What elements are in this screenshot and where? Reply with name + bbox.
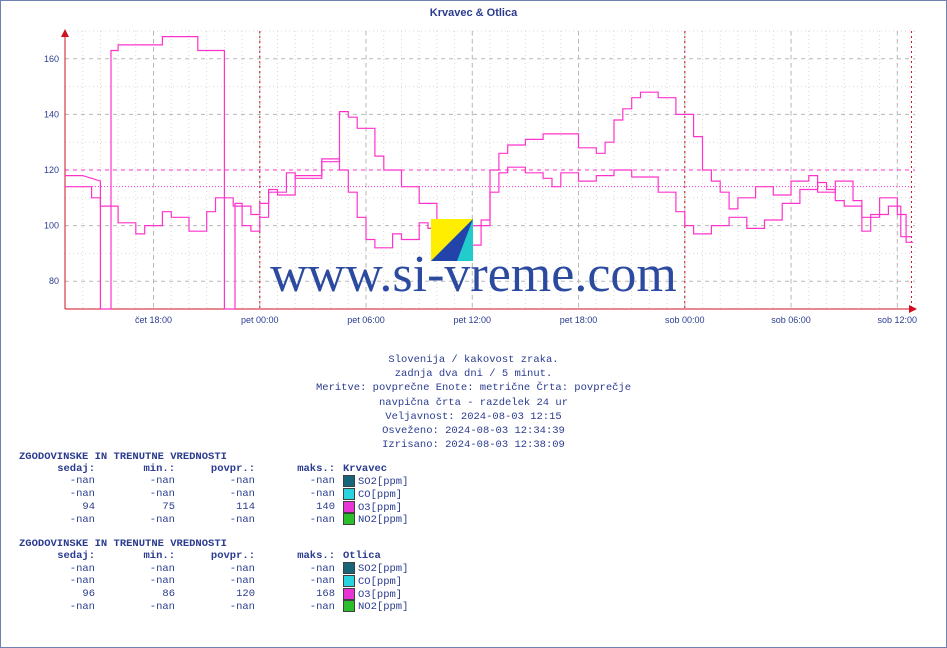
table-cell: -nan xyxy=(179,513,259,526)
table-row: -nan-nan-nan-nanNO2[ppm] xyxy=(19,600,412,613)
svg-text:140: 140 xyxy=(44,109,59,119)
chart-area: čet 18:00 pet 00:00 pet 06:00 pet 12:00 pet … xyxy=(37,23,929,333)
table-row: -nan-nan-nan-nanSO2[ppm] xyxy=(19,562,412,575)
table-cell: -nan xyxy=(179,562,259,575)
table-row: -nan-nan-nan-nanCO[ppm] xyxy=(19,575,412,588)
svg-text:100: 100 xyxy=(44,221,59,231)
table-cell: -nan xyxy=(99,575,179,588)
svg-text:120: 120 xyxy=(44,165,59,175)
legend-swatch xyxy=(343,501,355,513)
table-row: -nan-nan-nan-nanNO2[ppm] xyxy=(19,513,412,526)
table-row: -nan-nan-nan-nanSO2[ppm] xyxy=(19,475,412,488)
svg-text:pet 06:00: pet 06:00 xyxy=(347,315,385,325)
column-header: sedaj: xyxy=(19,550,99,562)
svg-text:pet 12:00: pet 12:00 xyxy=(454,315,492,325)
table-row: 9475114140O3[ppm] xyxy=(19,501,412,514)
table-cell: -nan xyxy=(99,600,179,613)
table-cell: -nan xyxy=(259,562,339,575)
table-cell: 140 xyxy=(259,501,339,514)
metadata-block: Slovenija / kakovost zraka.zadnja dva dn… xyxy=(1,353,946,452)
parameter-cell: O3[ppm] xyxy=(339,501,412,514)
metadata-line: Meritve: povprečne Enote: metrične Črta:… xyxy=(1,381,946,395)
chart-svg: čet 18:00 pet 00:00 pet 06:00 pet 12:00 pet … xyxy=(37,23,929,333)
column-header: povpr.: xyxy=(179,463,259,475)
table-cell: -nan xyxy=(19,475,99,488)
svg-text:čet 18:00: čet 18:00 xyxy=(135,315,172,325)
table-cell: 120 xyxy=(179,588,259,601)
legend-swatch xyxy=(343,575,355,587)
station-name: Krvavec xyxy=(339,463,412,475)
table-cell: -nan xyxy=(259,600,339,613)
table-cell: 75 xyxy=(99,501,179,514)
table-heading: ZGODOVINSKE IN TRENUTNE VREDNOSTI xyxy=(19,451,412,463)
svg-text:sob 06:00: sob 06:00 xyxy=(771,315,811,325)
parameter-cell: NO2[ppm] xyxy=(339,600,412,613)
legend-swatch xyxy=(343,600,355,612)
metadata-line: Slovenija / kakovost zraka. xyxy=(1,353,946,367)
table-cell: -nan xyxy=(259,488,339,501)
table-cell: -nan xyxy=(19,575,99,588)
table-cell: 96 xyxy=(19,588,99,601)
table-cell: 114 xyxy=(179,501,259,514)
metadata-line: navpična črta - razdelek 24 ur xyxy=(1,396,946,410)
parameter-cell: O3[ppm] xyxy=(339,588,412,601)
table-cell: -nan xyxy=(99,475,179,488)
svg-text:sob 00:00: sob 00:00 xyxy=(665,315,705,325)
table-cell: -nan xyxy=(179,600,259,613)
table-cell: -nan xyxy=(99,488,179,501)
column-header: maks.: xyxy=(259,550,339,562)
table-row: -nan-nan-nan-nanCO[ppm] xyxy=(19,488,412,501)
chart-title: Krvavec & Otlica xyxy=(1,1,946,19)
table-cell: 86 xyxy=(99,588,179,601)
column-header: povpr.: xyxy=(179,550,259,562)
svg-text:80: 80 xyxy=(49,276,59,286)
table-cell: -nan xyxy=(259,575,339,588)
parameter-cell: CO[ppm] xyxy=(339,488,412,501)
legend-swatch xyxy=(343,588,355,600)
table-cell: 94 xyxy=(19,501,99,514)
metadata-line: zadnja dva dni / 5 minut. xyxy=(1,367,946,381)
table-cell: -nan xyxy=(259,475,339,488)
table-cell: -nan xyxy=(19,488,99,501)
table-cell: -nan xyxy=(179,488,259,501)
station-name: Otlica xyxy=(339,550,412,562)
parameter-cell: NO2[ppm] xyxy=(339,513,412,526)
table-cell: -nan xyxy=(259,513,339,526)
svg-text:sob 12:00: sob 12:00 xyxy=(878,315,918,325)
table-row: 9686120168O3[ppm] xyxy=(19,588,412,601)
svg-text:pet 18:00: pet 18:00 xyxy=(560,315,598,325)
legend-swatch xyxy=(343,562,355,574)
parameter-cell: SO2[ppm] xyxy=(339,475,412,488)
table-heading: ZGODOVINSKE IN TRENUTNE VREDNOSTI xyxy=(19,538,412,550)
table-cell: -nan xyxy=(99,562,179,575)
legend-swatch xyxy=(343,513,355,525)
table-cell: -nan xyxy=(99,513,179,526)
svg-text:pet 00:00: pet 00:00 xyxy=(241,315,279,325)
parameter-cell: SO2[ppm] xyxy=(339,562,412,575)
legend-swatch xyxy=(343,488,355,500)
station-table: sedaj:min.:povpr.:maks.:Otlica-nan-nan-n… xyxy=(19,550,412,613)
metadata-line: Osveženo: 2024-08-03 12:34:39 xyxy=(1,424,946,438)
legend-swatch xyxy=(343,475,355,487)
y-axis-label: www.si-vreme.com xyxy=(5,0,19,29)
svg-text:160: 160 xyxy=(44,54,59,64)
column-header: min.: xyxy=(99,463,179,475)
station-table: sedaj:min.:povpr.:maks.:Krvavec-nan-nan-… xyxy=(19,463,412,526)
table-cell: -nan xyxy=(19,513,99,526)
table-cell: -nan xyxy=(19,600,99,613)
column-header: min.: xyxy=(99,550,179,562)
column-header: sedaj: xyxy=(19,463,99,475)
table-cell: 168 xyxy=(259,588,339,601)
table-cell: -nan xyxy=(19,562,99,575)
parameter-cell: CO[ppm] xyxy=(339,575,412,588)
column-header: maks.: xyxy=(259,463,339,475)
table-cell: -nan xyxy=(179,475,259,488)
table-cell: -nan xyxy=(179,575,259,588)
metadata-line: Veljavnost: 2024-08-03 12:15 xyxy=(1,410,946,424)
data-tables: ZGODOVINSKE IN TRENUTNE VREDNOSTIsedaj:m… xyxy=(19,449,412,623)
